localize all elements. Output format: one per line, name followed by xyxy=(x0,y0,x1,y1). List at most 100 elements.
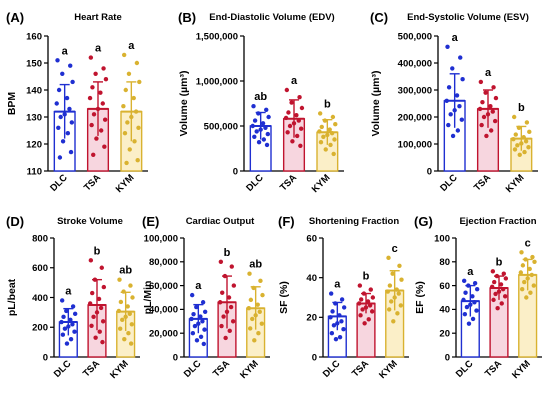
data-point xyxy=(317,111,323,116)
data-point xyxy=(265,131,271,137)
chart-title: Heart Rate xyxy=(74,12,122,23)
panel-label: (D) xyxy=(6,214,24,229)
data-point xyxy=(360,307,365,312)
y-tick-label: 40 xyxy=(439,305,450,316)
data-point xyxy=(122,131,128,136)
data-point xyxy=(369,309,375,314)
significance-letter: b xyxy=(518,102,525,114)
data-point xyxy=(341,327,346,332)
data-point xyxy=(72,329,77,334)
data-point xyxy=(329,331,335,336)
data-point xyxy=(124,160,129,166)
data-point xyxy=(399,277,404,282)
y-tick-label: 100,000 xyxy=(144,233,178,244)
data-point xyxy=(94,136,99,141)
data-point xyxy=(136,125,141,130)
data-point xyxy=(259,321,265,326)
data-point xyxy=(98,128,104,133)
data-point xyxy=(200,319,205,324)
data-point xyxy=(327,127,332,132)
data-point xyxy=(498,282,504,287)
data-point xyxy=(100,319,106,324)
data-point xyxy=(221,314,226,319)
y-axis-label: EF (%) xyxy=(414,281,426,314)
data-point xyxy=(98,90,103,95)
panel-g: (G) Ejection Fraction 0 20 40 60 80 100 EF (%) a D… xyxy=(414,214,542,381)
y-axis-label: BPM xyxy=(6,92,18,116)
data-point xyxy=(362,321,367,326)
x-tick-label: KYM xyxy=(310,172,333,195)
data-point xyxy=(125,304,130,309)
data-point xyxy=(264,107,269,113)
y-tick-label: 160 xyxy=(26,31,42,42)
y-axis-label: Volume (µm³) xyxy=(370,71,382,137)
data-point xyxy=(298,126,304,131)
y-tick-label: 800 xyxy=(32,233,48,244)
data-point xyxy=(128,283,133,288)
data-point xyxy=(319,124,324,130)
x-tick-label: DLC xyxy=(52,358,74,380)
data-point xyxy=(194,338,200,343)
data-point xyxy=(459,117,465,122)
data-point xyxy=(330,309,335,314)
data-point xyxy=(395,311,400,316)
data-point xyxy=(69,120,75,125)
data-point xyxy=(131,95,136,101)
y-tick-label: 130 xyxy=(26,112,42,123)
data-point xyxy=(120,317,125,323)
data-point xyxy=(480,99,485,105)
x-tick-label: DLC xyxy=(244,172,266,194)
data-point xyxy=(522,279,527,285)
data-point xyxy=(323,147,328,152)
x-tick-label: KYM xyxy=(238,358,261,381)
data-point xyxy=(396,291,401,296)
y-axis-label: pL/beat xyxy=(6,278,18,316)
data-point xyxy=(57,155,63,160)
significance-letter: b xyxy=(324,98,331,110)
data-point xyxy=(126,71,132,77)
data-point xyxy=(294,133,300,139)
data-point xyxy=(286,110,291,115)
y-tick-label: 300,000 xyxy=(398,85,432,96)
significance-letter: b xyxy=(363,271,370,283)
data-point xyxy=(129,322,135,327)
data-point xyxy=(289,100,294,105)
data-point xyxy=(191,311,196,317)
data-point xyxy=(70,304,76,309)
data-point xyxy=(386,307,392,312)
data-point xyxy=(359,297,364,302)
data-point xyxy=(102,117,108,122)
x-tick-label: DLC xyxy=(182,358,204,380)
data-point xyxy=(137,79,142,85)
y-tick-label: 500,000 xyxy=(204,121,238,132)
x-tick-label: KYM xyxy=(377,358,400,381)
y-tick-label: 200 xyxy=(32,323,48,334)
data-point xyxy=(474,308,479,313)
panel-label: (C) xyxy=(370,10,388,25)
y-tick-label: 60 xyxy=(306,233,317,244)
chart-title: Ejection Fraction xyxy=(459,216,536,227)
data-point xyxy=(341,305,347,310)
data-point xyxy=(474,286,480,292)
data-point xyxy=(457,104,462,109)
y-tick-label: 80,000 xyxy=(149,257,178,268)
data-point xyxy=(127,147,132,152)
data-point xyxy=(200,300,206,305)
data-point xyxy=(198,334,204,339)
data-point xyxy=(89,122,94,128)
significance-letter: a xyxy=(334,279,341,291)
data-point xyxy=(250,316,255,322)
data-point xyxy=(332,137,337,142)
data-point xyxy=(248,297,254,303)
data-point xyxy=(121,104,126,109)
data-point xyxy=(493,95,499,101)
data-point xyxy=(328,142,333,148)
data-point xyxy=(72,311,78,317)
data-point xyxy=(331,323,337,328)
data-point xyxy=(333,122,338,127)
data-point xyxy=(284,87,290,93)
data-point xyxy=(503,276,509,281)
significance-letter: a xyxy=(467,266,474,278)
y-tick-label: 200,000 xyxy=(398,112,432,123)
data-point xyxy=(134,60,140,66)
